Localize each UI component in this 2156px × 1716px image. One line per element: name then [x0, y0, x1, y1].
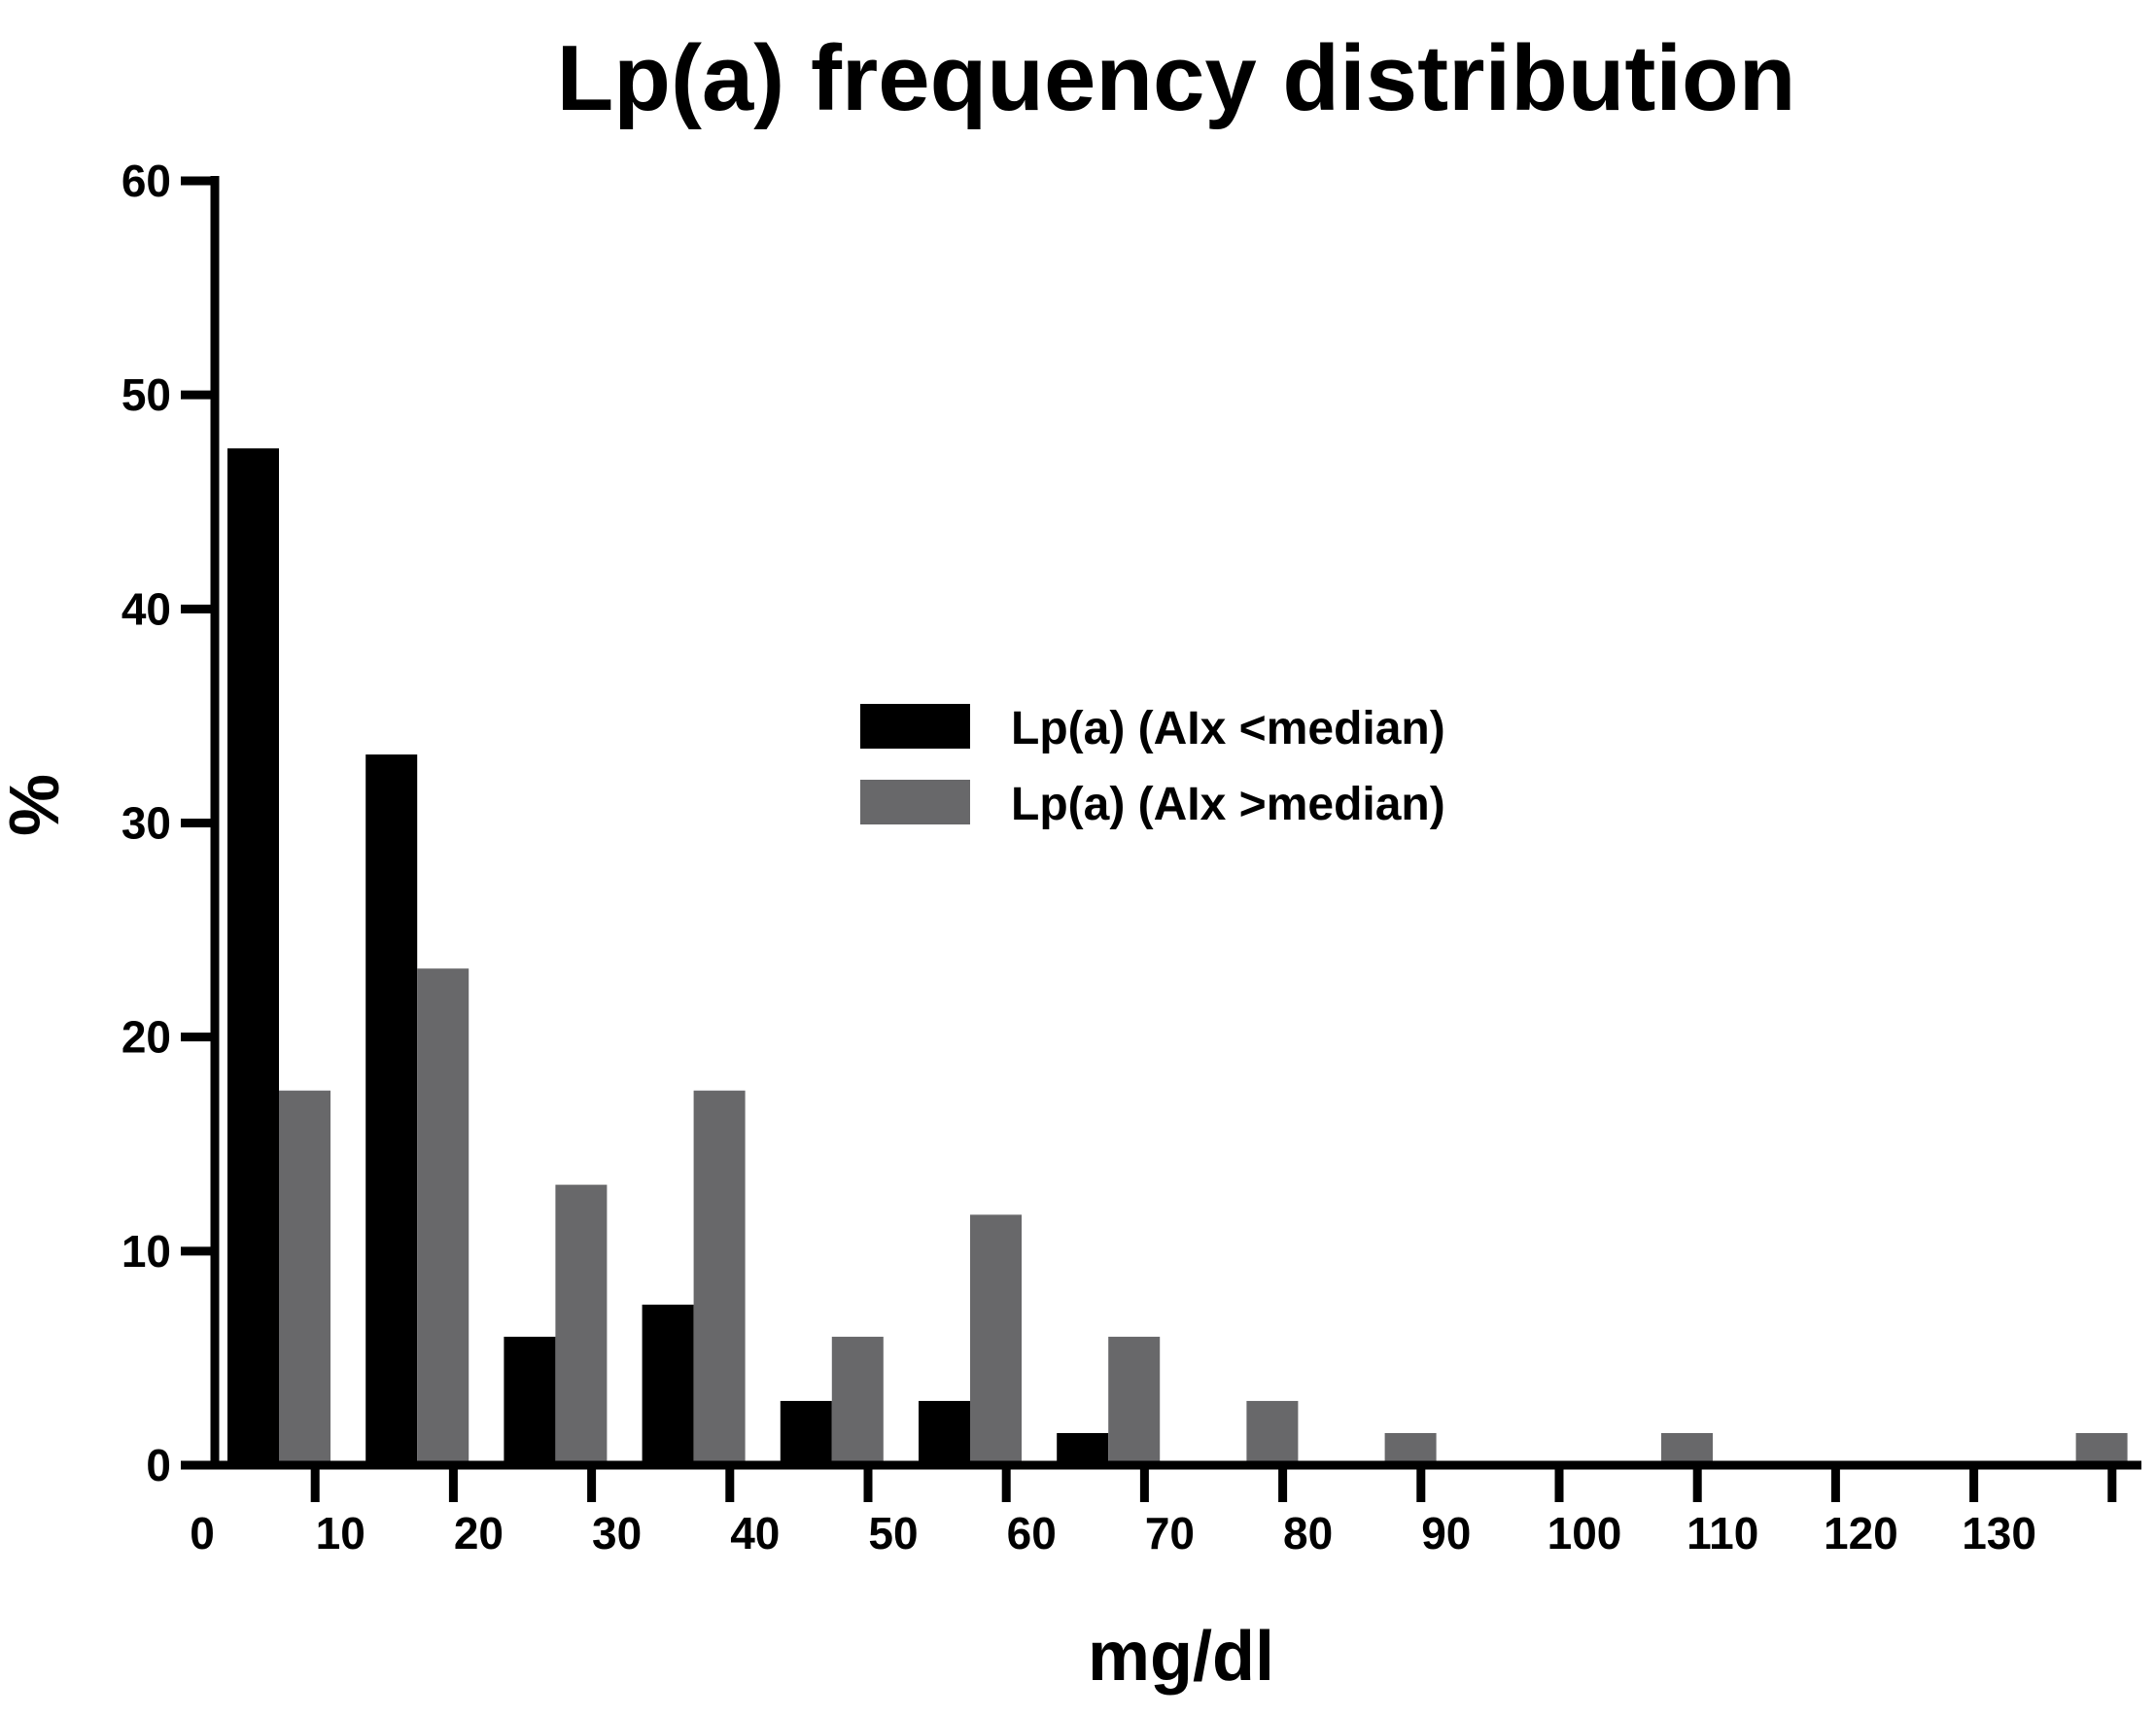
bar-series-2-50 [970, 1214, 1022, 1465]
bar-series-2-30 [693, 1090, 746, 1465]
legend-label-series-1: Lp(a) (AIx <median) [1011, 703, 1445, 754]
bar-series-1-20 [504, 1336, 556, 1465]
x-axis-label: mg/dl [1088, 1618, 1274, 1696]
x-tick-label: 40 [730, 1508, 780, 1558]
legend-swatch-series-2 [860, 780, 970, 824]
x-axis-ticks: 0 10 20 30 40 50 60 70 80 90 100 110 120 130 [190, 1465, 2117, 1558]
y-tick-label: 50 [122, 369, 171, 420]
bar-series-1-0 [227, 448, 279, 1465]
x-tick-label: 130 [1962, 1508, 2036, 1558]
x-tick-label: 30 [592, 1508, 642, 1558]
x-tick-label: 120 [1824, 1508, 1898, 1558]
chart-title: Lp(a) frequency distribution [557, 26, 1796, 130]
x-tick-label: 0 [190, 1508, 215, 1558]
y-axis-ticks: 0 10 20 30 40 50 60 [122, 156, 215, 1490]
bar-series-2-80 [1384, 1432, 1437, 1465]
bar-series-1-30 [642, 1304, 694, 1465]
legend: Lp(a) (AIx <median) Lp(a) (AIx >median) [860, 703, 1445, 830]
y-tick-label: 30 [122, 798, 171, 849]
bar-series-2-130 [2075, 1432, 2128, 1465]
bar-series-2-0 [279, 1090, 330, 1465]
bar-series-2-60 [1108, 1336, 1161, 1465]
bar-series-2-10 [417, 968, 469, 1465]
bar-series-1-60 [1057, 1432, 1109, 1465]
bar-series-2-20 [555, 1184, 608, 1465]
x-tick-label: 60 [1007, 1508, 1057, 1558]
bar-series-1-40 [780, 1400, 832, 1465]
y-tick-label: 20 [122, 1012, 171, 1063]
x-tick-label: 50 [868, 1508, 918, 1558]
x-tick-label: 100 [1547, 1508, 1622, 1558]
x-tick-label: 20 [454, 1508, 504, 1558]
y-tick-label: 40 [122, 583, 171, 634]
legend-label-series-2: Lp(a) (AIx >median) [1011, 779, 1445, 830]
x-tick-label: 110 [1687, 1508, 1758, 1558]
x-tick-label: 10 [316, 1508, 365, 1558]
y-axis-label: % [0, 774, 74, 836]
x-tick-label: 80 [1283, 1508, 1333, 1558]
x-tick-label: 70 [1145, 1508, 1195, 1558]
bar-series-2-100 [1661, 1432, 1713, 1465]
bars [227, 448, 2128, 1465]
y-tick-label: 0 [146, 1440, 171, 1490]
y-tick-label: 10 [122, 1226, 171, 1277]
bar-series-1-50 [919, 1400, 970, 1465]
bar-series-2-40 [831, 1336, 884, 1465]
bar-series-1-10 [365, 754, 418, 1465]
legend-swatch-series-1 [860, 704, 970, 749]
bar-series-2-70 [1246, 1400, 1299, 1465]
x-tick-label: 90 [1421, 1508, 1471, 1558]
y-tick-label: 60 [122, 156, 171, 206]
